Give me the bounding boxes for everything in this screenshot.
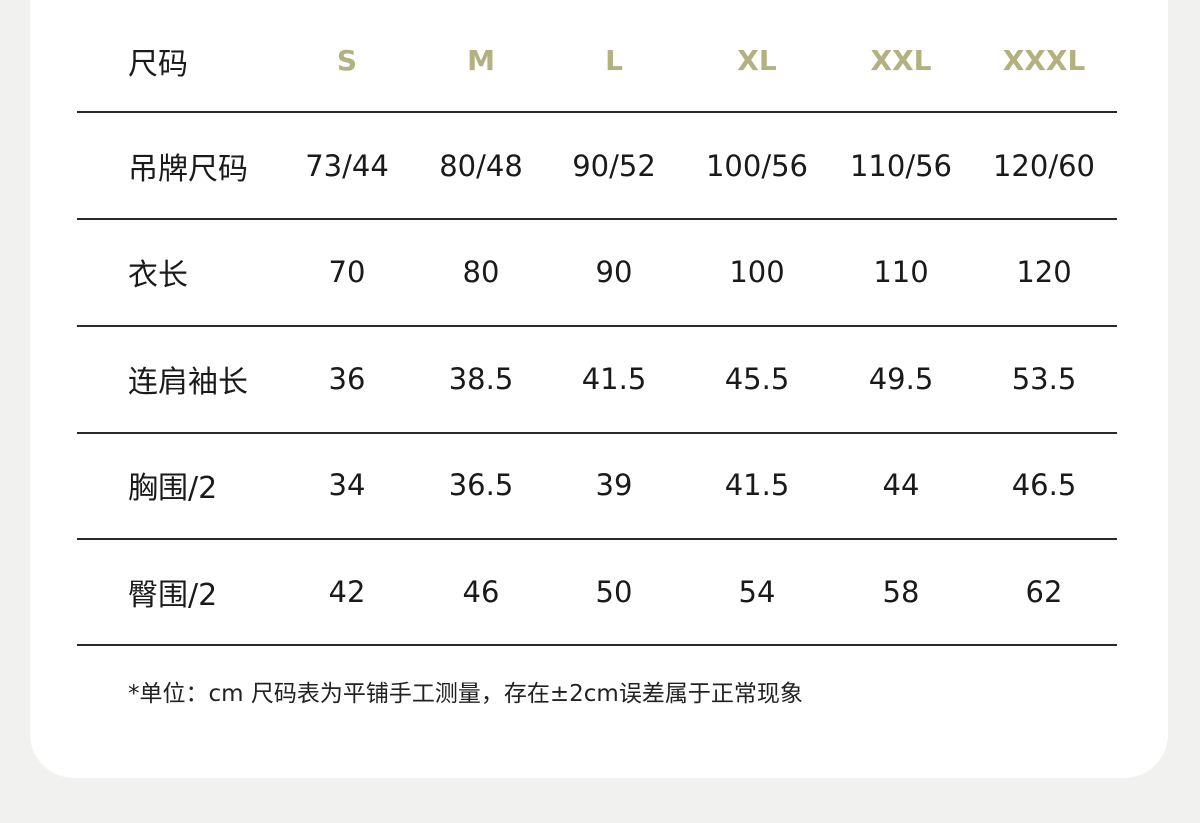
- table-cell: 45.5: [724, 361, 790, 396]
- table-cell: 36: [328, 361, 366, 396]
- table-cell: 120/60: [992, 148, 1096, 183]
- table-cell: 42: [328, 574, 366, 609]
- row-divider: [77, 325, 1117, 327]
- table-cell: XXL: [870, 44, 932, 77]
- table-cell: 120: [1016, 255, 1072, 290]
- table-cell: 58: [882, 574, 920, 609]
- table-header-row: 尺码 S M L XL XXL XXXL: [0, 7, 1200, 114]
- size-chart-card: [30, 0, 1168, 778]
- row-divider: [77, 644, 1117, 646]
- row-label: 臀围/2: [128, 577, 218, 613]
- table-cell: 54: [738, 574, 776, 609]
- table-cell: 110/56: [849, 148, 953, 183]
- table-cell: L: [605, 44, 623, 77]
- table-cell: 36.5: [448, 468, 514, 503]
- table-cell: 46: [462, 574, 500, 609]
- table-cell: XXXL: [1002, 44, 1086, 77]
- table-cell: 110: [873, 255, 929, 290]
- table-cell: 41.5: [724, 468, 790, 503]
- table-cell: 50: [595, 574, 633, 609]
- table-cell: 90: [595, 255, 633, 290]
- table-cell: XL: [737, 44, 777, 77]
- table-row: 胸围/2 34 36.5 39 41.5 44 46.5: [0, 432, 1200, 539]
- row-label: 胸围/2: [128, 471, 218, 507]
- row-divider: [77, 538, 1117, 540]
- row-divider: [77, 218, 1117, 220]
- row-label: 衣长: [128, 258, 188, 294]
- row-divider: [77, 111, 1117, 113]
- table-cell: 38.5: [448, 361, 514, 396]
- table-cell: 49.5: [868, 361, 934, 396]
- row-divider: [77, 432, 1117, 434]
- row-label: 尺码: [128, 46, 188, 82]
- table-row: 衣长 70 80 90 100 110 120: [0, 219, 1200, 326]
- table-row: 吊牌尺码 73/44 80/48 90/52 100/56 110/56 120/60: [0, 112, 1200, 219]
- table-cell: S: [336, 44, 358, 77]
- table-cell: 80: [462, 255, 500, 290]
- table-cell: 34: [328, 468, 366, 503]
- table-cell: 44: [882, 468, 920, 503]
- table-cell: 39: [595, 468, 633, 503]
- table-row: 连肩袖长 36 38.5 41.5 45.5 49.5 53.5: [0, 325, 1200, 432]
- table-cell: 53.5: [1011, 361, 1077, 396]
- table-cell: 90/52: [572, 148, 656, 183]
- table-cell: 62: [1025, 574, 1063, 609]
- table-cell: 100: [729, 255, 785, 290]
- table-cell: 41.5: [581, 361, 647, 396]
- table-cell: M: [467, 44, 495, 77]
- table-row: 臀围/2 42 46 50 54 58 62: [0, 538, 1200, 645]
- table-cell: 100/56: [705, 148, 809, 183]
- measurement-note: *单位：cm 尺码表为平铺手工测量，存在±2cm误差属于正常现象: [128, 681, 803, 707]
- table-cell: 73/44: [305, 148, 389, 183]
- table-cell: 80/48: [439, 148, 523, 183]
- table-cell: 46.5: [1011, 468, 1077, 503]
- row-label: 连肩袖长: [128, 364, 248, 400]
- row-label: 吊牌尺码: [128, 151, 248, 187]
- table-cell: 70: [328, 255, 366, 290]
